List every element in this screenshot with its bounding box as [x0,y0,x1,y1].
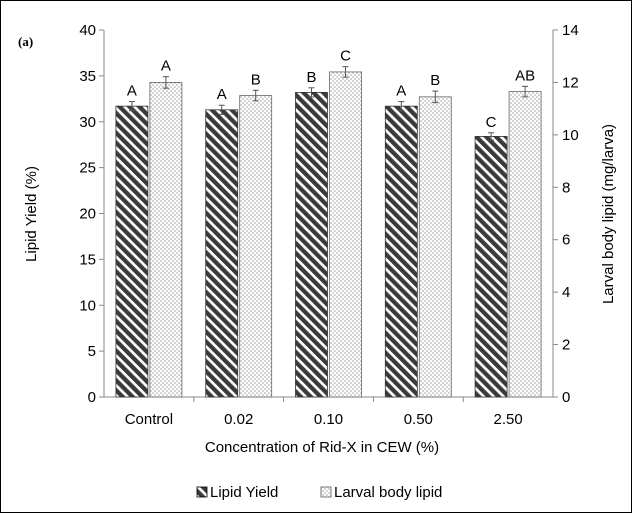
y-left-tick-label: 15 [79,251,96,268]
x-tick-label: Control [125,411,173,428]
x-axis-label: Concentration of Rid-X in CEW (%) [205,439,439,456]
letter-label-lipid-yield: B [306,69,316,86]
letter-label-larval-body-lipid: B [251,71,261,88]
legend-swatch-larval-body-lipid [320,486,332,498]
panel-label: (a) [18,34,33,49]
y-left-tick-label: 10 [79,297,96,314]
y-axis-right-label: Larval body lipid (mg/larva) [600,124,617,304]
y-right-tick-label: 8 [562,179,570,196]
y-right-tick-label: 2 [562,337,570,354]
y-right-tick-label: 6 [562,232,570,249]
legend-label-larval-body-lipid: Larval body lipid [334,484,442,501]
y-right-tick-label: 14 [562,22,579,39]
x-tick-label: 0.50 [404,411,433,428]
letter-label-lipid-yield: A [217,86,227,103]
bar-lipid-yield [295,91,328,398]
letter-label-larval-body-lipid: AB [515,67,535,84]
bars-group [115,66,542,398]
legend: Lipid Yield Larval body lipid [196,484,442,501]
letter-label-larval-body-lipid: A [161,58,171,75]
axes: 0 5 10 15 20 25 30 35 40 0 2 4 6 8 10 12 14 Control 0.02 0.… [79,22,578,428]
bar-larval-body-lipid [329,71,362,398]
y-right-tick-label: 10 [562,127,579,144]
legend-label-lipid-yield: Lipid Yield [210,484,278,501]
bar-larval-body-lipid [149,82,183,398]
y-left-tick-label: 40 [79,22,96,39]
legend-swatch-lipid-yield [196,486,208,498]
bar-lipid-yield [115,105,149,398]
bar-larval-body-lipid [239,95,273,398]
letter-label-lipid-yield: A [396,83,406,100]
letter-label-larval-body-lipid: B [430,72,440,89]
letter-label-lipid-yield: C [486,114,497,131]
y-right-tick-label: 4 [562,284,570,301]
y-axis-left-label: Lipid Yield (%) [23,166,40,262]
y-left-tick-label: 30 [79,114,96,131]
x-tick-label: 0.10 [314,411,343,428]
bar-lipid-yield [384,105,418,398]
bar-larval-body-lipid [508,91,542,398]
x-tick-label: 0.02 [224,411,253,428]
y-left-tick-label: 5 [88,343,96,360]
bar-lipid-yield [205,109,239,398]
y-left-tick-label: 25 [79,160,96,177]
y-right-tick-label: 12 [562,74,579,91]
y-left-tick-label: 35 [79,68,96,85]
letter-label-larval-body-lipid: C [340,48,351,65]
bar-lipid-yield [474,136,508,398]
x-tick-label: 2.50 [493,411,522,428]
y-left-tick-label: 20 [79,206,96,223]
y-left-tick-label: 0 [88,389,96,406]
letter-label-lipid-yield: A [127,83,137,100]
bar-larval-body-lipid [418,96,452,398]
y-right-tick-label: 0 [562,389,570,406]
